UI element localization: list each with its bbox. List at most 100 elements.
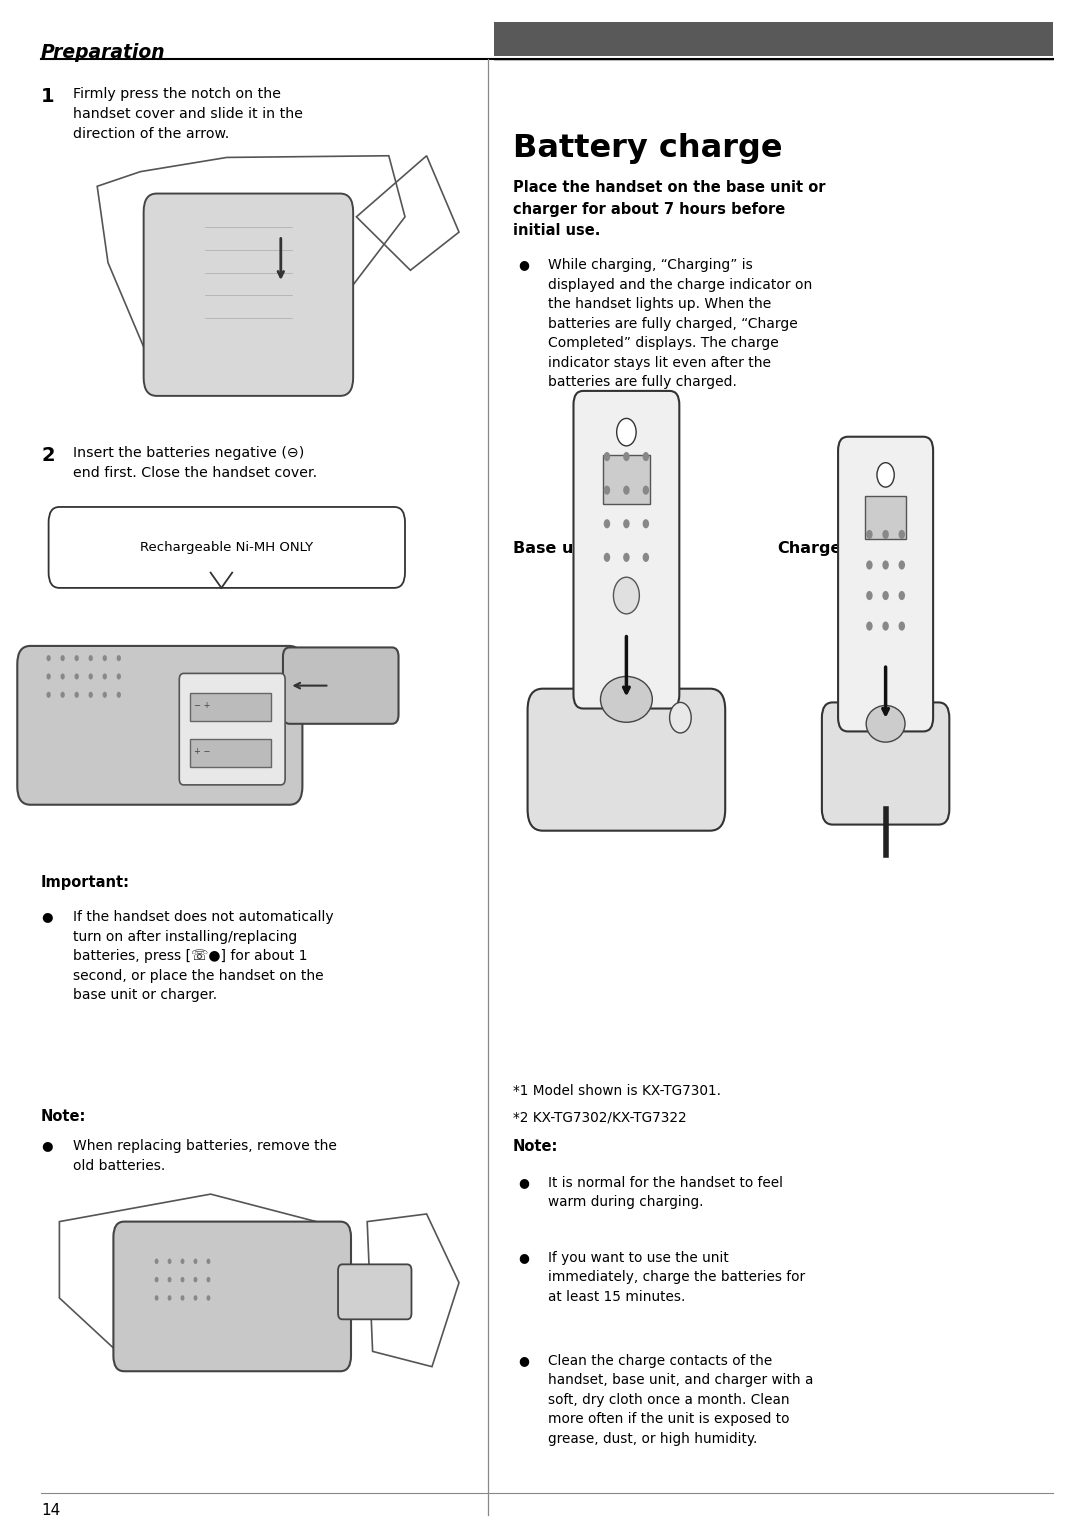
Circle shape (899, 530, 905, 539)
FancyBboxPatch shape (838, 437, 933, 731)
Bar (190, 693, 271, 721)
Text: Firmly press the notch on the
handset cover and slide it in the
direction of the: Firmly press the notch on the handset co… (73, 87, 303, 140)
FancyBboxPatch shape (822, 702, 949, 825)
Ellipse shape (600, 676, 652, 722)
Circle shape (604, 519, 610, 528)
Circle shape (882, 530, 889, 539)
Circle shape (154, 1295, 159, 1301)
Circle shape (899, 560, 905, 570)
Text: *2: *2 (869, 528, 881, 539)
Bar (494, 23, 1053, 56)
Circle shape (206, 1277, 211, 1283)
Circle shape (89, 655, 93, 661)
Circle shape (75, 655, 79, 661)
Circle shape (882, 560, 889, 570)
Circle shape (866, 621, 873, 631)
Circle shape (623, 486, 630, 495)
Text: If you want to use the unit
immediately, charge the batteries for
at least 15 mi: If you want to use the unit immediately,… (548, 1251, 805, 1304)
Circle shape (623, 519, 630, 528)
Text: Clean the charge contacts of the
handset, base unit, and charger with a
soft, dr: Clean the charge contacts of the handset… (548, 1353, 813, 1446)
Circle shape (60, 692, 65, 698)
Text: 14: 14 (41, 1503, 60, 1518)
Circle shape (899, 591, 905, 600)
Text: *1: *1 (640, 528, 652, 539)
Circle shape (117, 692, 121, 698)
Circle shape (154, 1277, 159, 1283)
Circle shape (613, 577, 639, 614)
Text: While charging, “Charging” is
displayed and the charge indicator on
the handset : While charging, “Charging” is displayed … (548, 258, 812, 389)
Text: Insert the batteries negative (⊖)
end first. Close the handset cover.: Insert the batteries negative (⊖) end fi… (73, 446, 318, 479)
FancyBboxPatch shape (17, 646, 302, 805)
Text: 1: 1 (41, 87, 55, 105)
Text: ●: ● (518, 1353, 529, 1367)
Circle shape (643, 452, 649, 461)
Circle shape (103, 673, 107, 680)
Circle shape (193, 1258, 198, 1264)
Circle shape (167, 1295, 172, 1301)
Text: *2 KX-TG7302/KX-TG7322: *2 KX-TG7302/KX-TG7322 (513, 1110, 687, 1124)
Circle shape (193, 1277, 198, 1283)
Circle shape (604, 486, 610, 495)
FancyBboxPatch shape (49, 507, 405, 588)
Text: Preparation: Preparation (41, 43, 165, 61)
Bar (865, 496, 906, 539)
Circle shape (643, 486, 649, 495)
Text: When replacing batteries, remove the
old batteries.: When replacing batteries, remove the old… (73, 1139, 337, 1173)
Text: ●: ● (518, 1176, 529, 1190)
Circle shape (882, 591, 889, 600)
Circle shape (117, 673, 121, 680)
Circle shape (643, 553, 649, 562)
FancyBboxPatch shape (283, 647, 399, 724)
Circle shape (604, 553, 610, 562)
Text: Important:: Important: (41, 875, 130, 890)
Circle shape (206, 1295, 211, 1301)
Circle shape (103, 692, 107, 698)
Text: ●: ● (41, 1139, 53, 1153)
Circle shape (167, 1258, 172, 1264)
Circle shape (604, 452, 610, 461)
Text: Battery charge: Battery charge (513, 133, 783, 163)
Circle shape (46, 692, 51, 698)
Circle shape (117, 655, 121, 661)
Circle shape (154, 1258, 159, 1264)
Circle shape (866, 591, 873, 600)
Circle shape (46, 655, 51, 661)
Circle shape (899, 621, 905, 631)
Ellipse shape (866, 705, 905, 742)
Circle shape (623, 452, 630, 461)
Circle shape (866, 560, 873, 570)
Text: ●: ● (518, 258, 529, 272)
Text: Place the handset on the base unit or
charger for about 7 hours before
initial u: Place the handset on the base unit or ch… (513, 180, 825, 238)
Circle shape (643, 519, 649, 528)
FancyBboxPatch shape (338, 1264, 411, 1319)
Circle shape (89, 673, 93, 680)
Circle shape (180, 1295, 185, 1301)
Circle shape (206, 1258, 211, 1264)
Circle shape (167, 1277, 172, 1283)
Text: *1 Model shown is KX-TG7301.: *1 Model shown is KX-TG7301. (513, 1084, 721, 1098)
Text: Note:: Note: (513, 1139, 558, 1154)
FancyBboxPatch shape (179, 673, 285, 785)
Circle shape (180, 1277, 185, 1283)
FancyBboxPatch shape (113, 1222, 351, 1371)
Circle shape (866, 530, 873, 539)
Text: − +: − + (194, 701, 211, 710)
Text: ●: ● (41, 910, 53, 924)
Bar (190, 739, 271, 767)
Circle shape (60, 673, 65, 680)
Text: ●: ● (518, 1251, 529, 1264)
FancyBboxPatch shape (573, 391, 679, 709)
Circle shape (60, 655, 65, 661)
Text: + −: + − (194, 747, 211, 756)
Circle shape (877, 463, 894, 487)
Circle shape (623, 553, 630, 562)
Circle shape (75, 673, 79, 680)
Circle shape (180, 1258, 185, 1264)
Circle shape (89, 692, 93, 698)
Text: Charger: Charger (778, 541, 850, 556)
Text: It is normal for the handset to feel
warm during charging.: It is normal for the handset to feel war… (548, 1176, 783, 1209)
Circle shape (46, 673, 51, 680)
Circle shape (670, 702, 691, 733)
Text: 2: 2 (41, 446, 55, 464)
Bar (603, 455, 650, 504)
